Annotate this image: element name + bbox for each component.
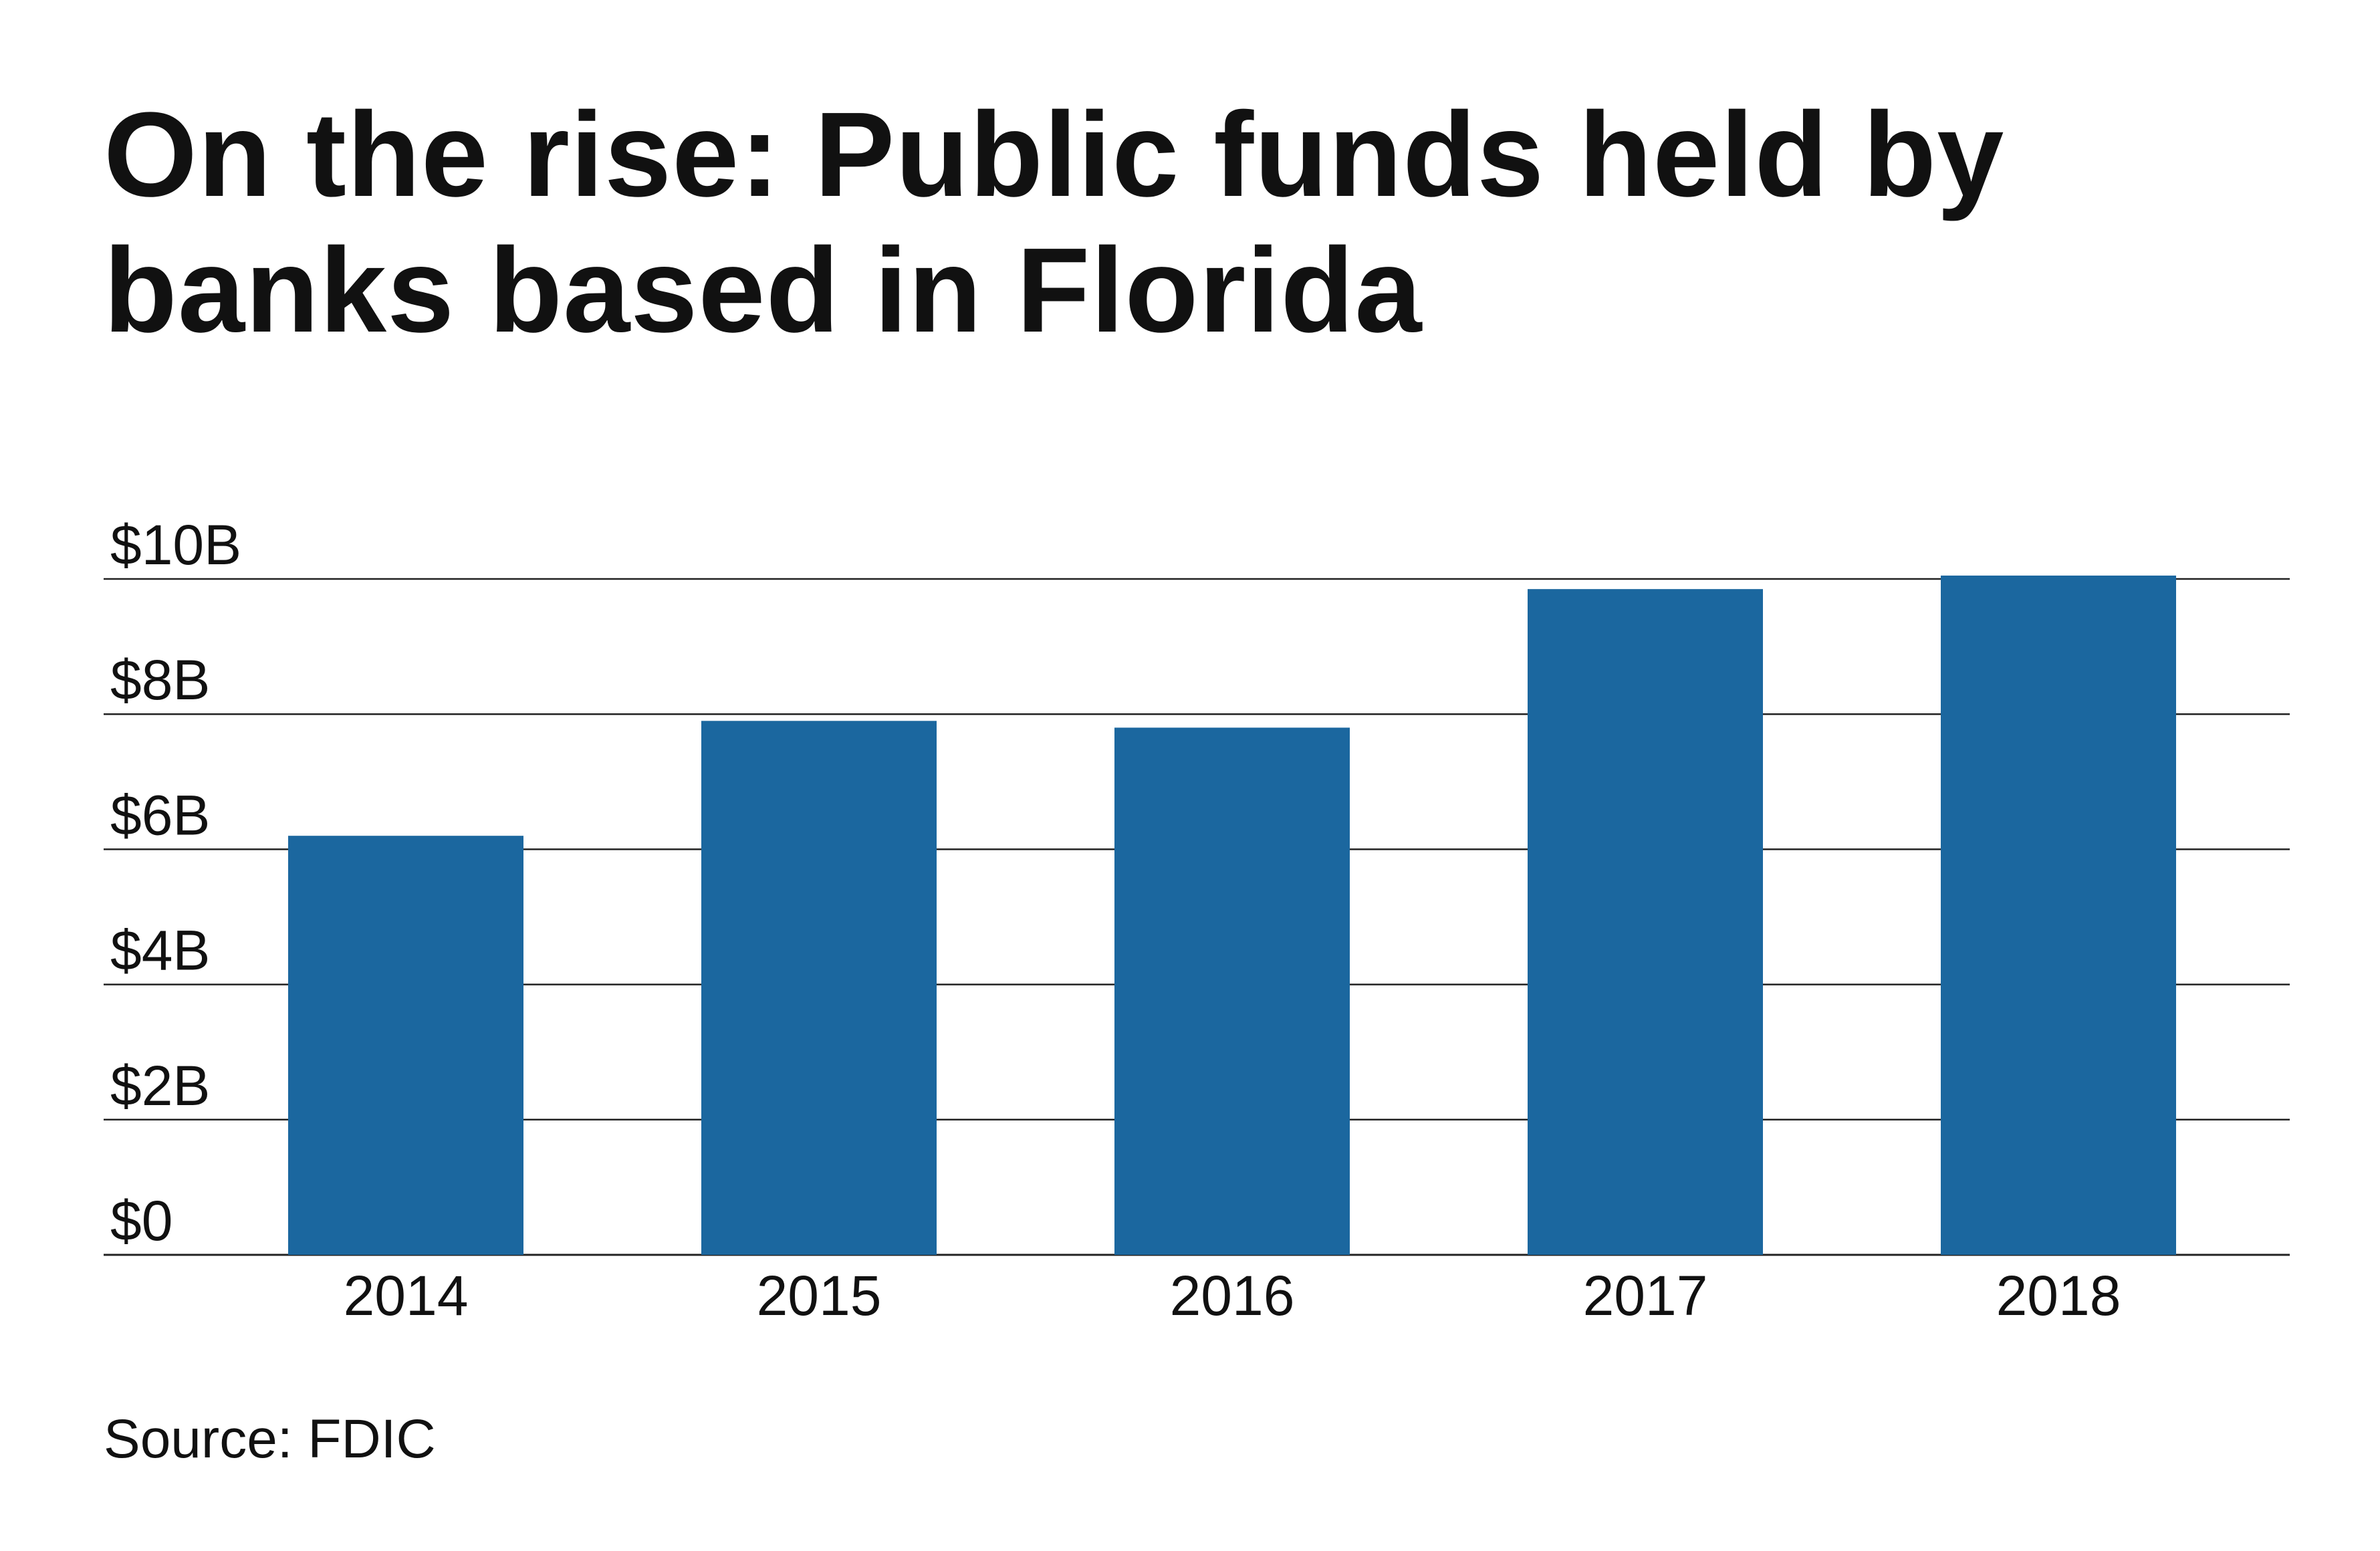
bar-2016 xyxy=(1114,727,1350,1255)
y-tick-label: $10B xyxy=(110,513,241,576)
x-axis-labels: 2014 2015 2016 2017 2018 xyxy=(344,1264,2121,1327)
source-note: Source: FDIC xyxy=(104,1409,436,1469)
y-tick-label: $4B xyxy=(110,919,210,982)
x-tick-label: 2016 xyxy=(1170,1264,1295,1327)
chart-title: On the rise: Public funds held by banks … xyxy=(104,88,2005,358)
x-tick-label: 2018 xyxy=(1996,1264,2121,1327)
bars xyxy=(288,575,2176,1255)
y-tick-label: $0 xyxy=(110,1189,172,1252)
x-tick-label: 2015 xyxy=(757,1264,882,1327)
bar-2015 xyxy=(701,721,937,1255)
bar-2017 xyxy=(1528,589,1763,1255)
y-tick-label: $2B xyxy=(110,1054,210,1117)
bar-2014 xyxy=(288,836,523,1255)
y-tick-label: $6B xyxy=(110,784,210,846)
bar-2018 xyxy=(1941,575,2176,1255)
x-tick-label: 2014 xyxy=(344,1264,469,1327)
y-axis-labels: $0 $2B $4B $6B $8B $10B xyxy=(110,513,241,1252)
x-tick-label: 2017 xyxy=(1583,1264,1708,1327)
y-tick-label: $8B xyxy=(110,648,210,711)
